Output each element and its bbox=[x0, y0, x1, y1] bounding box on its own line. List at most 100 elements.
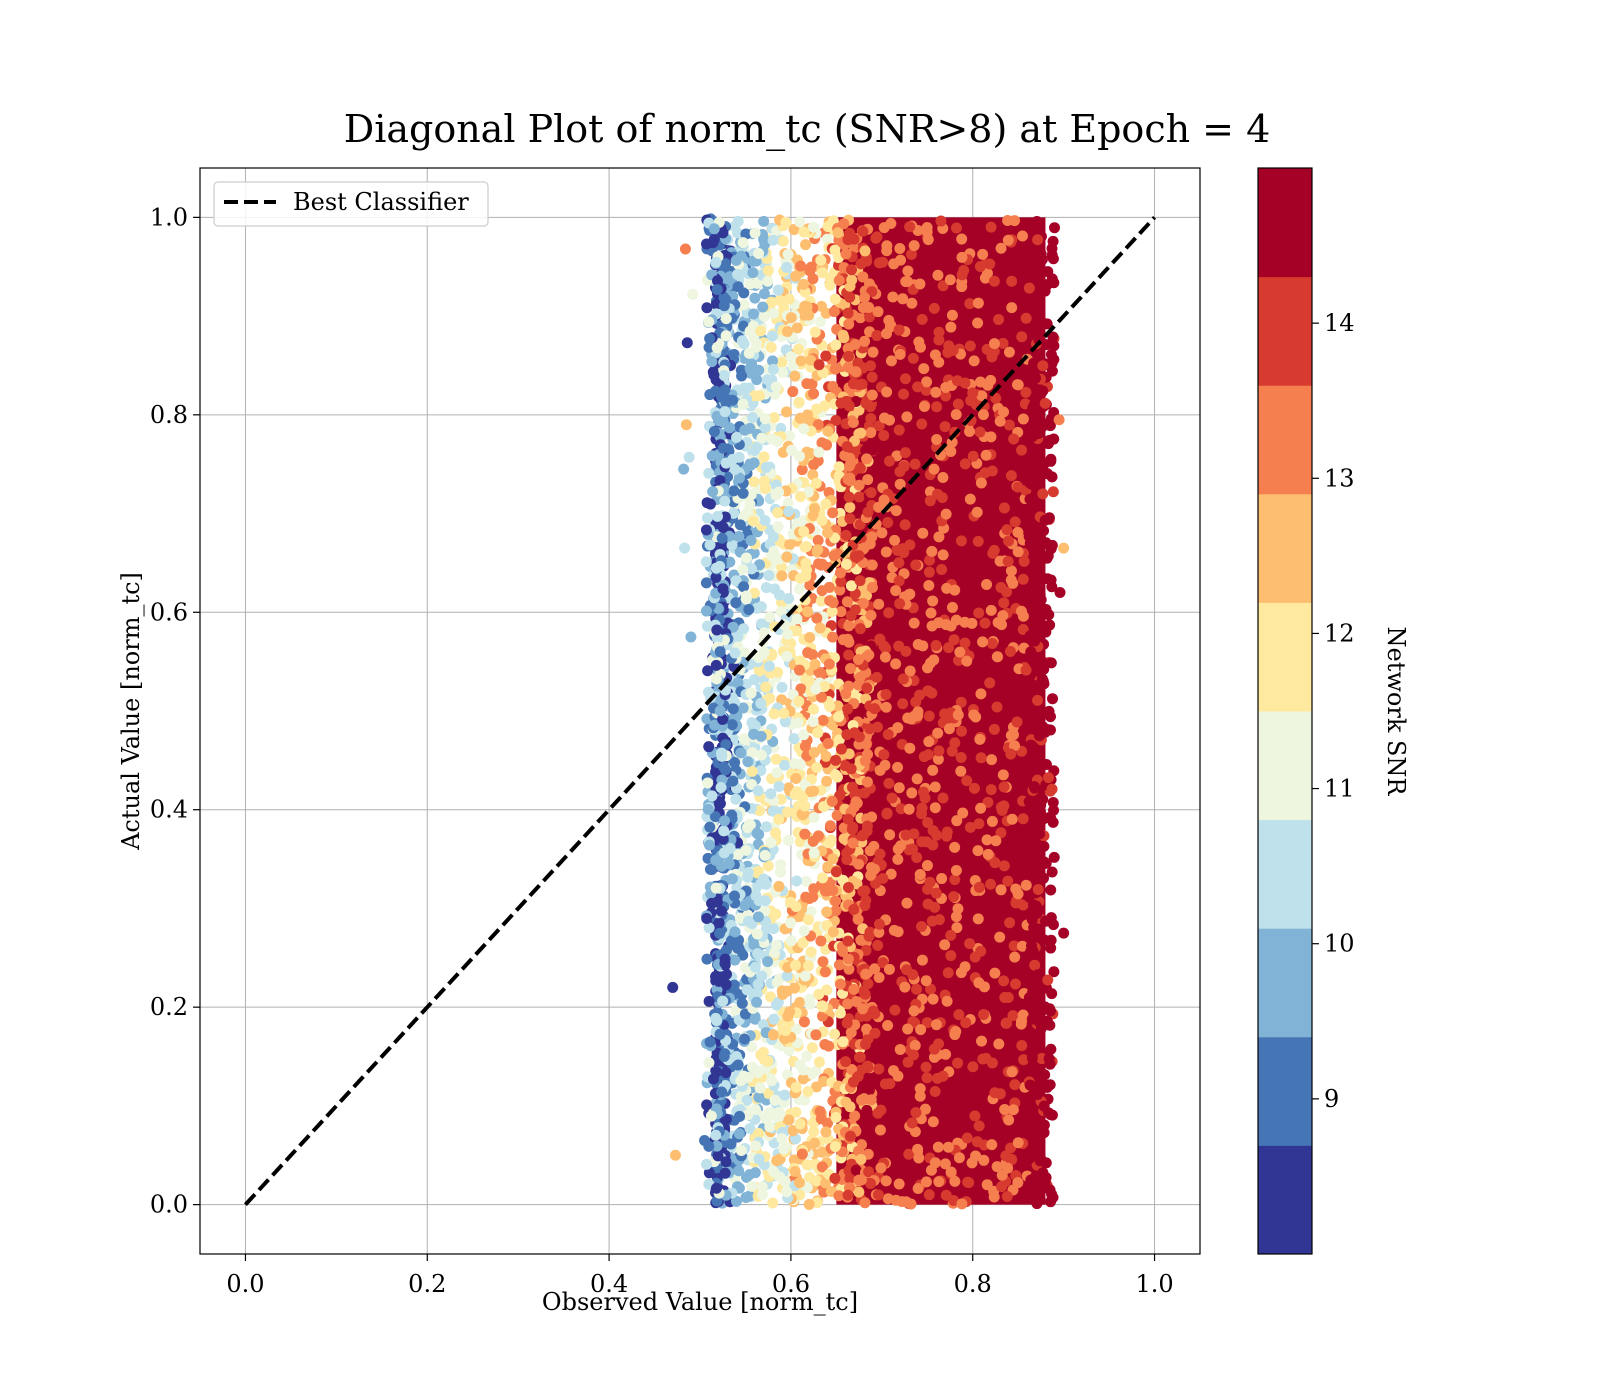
scatter-point bbox=[739, 1008, 751, 1020]
scatter-point bbox=[955, 535, 967, 547]
scatter-point bbox=[943, 723, 955, 735]
scatter-point bbox=[787, 1125, 799, 1137]
scatter-point bbox=[849, 604, 861, 616]
scatter-point bbox=[894, 466, 906, 478]
scatter-point bbox=[762, 1055, 774, 1067]
scatter-point bbox=[762, 264, 774, 276]
scatter-point bbox=[700, 524, 712, 536]
colorbar-label: Network SNR bbox=[1382, 627, 1410, 797]
scatter-point bbox=[802, 606, 814, 618]
scatter-point bbox=[963, 1177, 975, 1189]
scatter-point bbox=[801, 1050, 813, 1062]
scatter-point bbox=[799, 541, 811, 553]
scatter-point bbox=[894, 478, 906, 490]
scatter-point bbox=[1048, 340, 1060, 352]
scatter-point bbox=[912, 706, 924, 718]
scatter-point bbox=[959, 637, 971, 649]
scatter-point bbox=[749, 961, 761, 973]
scatter-point bbox=[843, 460, 855, 472]
scatter-point bbox=[793, 343, 805, 355]
scatter-point bbox=[783, 293, 795, 305]
scatter-point bbox=[780, 216, 792, 228]
scatter-point bbox=[968, 709, 980, 721]
scatter-point bbox=[848, 983, 860, 995]
scatter-point bbox=[916, 920, 928, 932]
scatter-point bbox=[1035, 314, 1047, 326]
scatter-point bbox=[854, 1051, 866, 1063]
scatter-point bbox=[702, 803, 714, 815]
scatter-point bbox=[998, 502, 1010, 514]
scatter-point bbox=[701, 302, 713, 314]
scatter-point bbox=[1017, 1009, 1029, 1021]
scatter-point bbox=[803, 960, 815, 972]
scatter-point bbox=[890, 585, 902, 597]
scatter-point bbox=[752, 911, 764, 923]
scatter-point bbox=[762, 275, 774, 287]
scatter-point bbox=[862, 474, 874, 486]
scatter-point bbox=[853, 1145, 865, 1157]
scatter-point bbox=[748, 728, 760, 740]
scatter-point bbox=[1042, 974, 1054, 986]
scatter-point bbox=[831, 809, 843, 821]
scatter-point bbox=[763, 660, 775, 672]
scatter-point bbox=[711, 896, 723, 908]
scatter-point bbox=[860, 444, 872, 456]
scatter-point bbox=[716, 391, 728, 403]
scatter-point bbox=[880, 546, 892, 558]
scatter-point bbox=[776, 681, 788, 693]
scatter-point bbox=[1016, 331, 1028, 343]
scatter-point bbox=[841, 1017, 853, 1029]
scatter-point bbox=[930, 887, 942, 899]
scatter-point bbox=[703, 1167, 715, 1179]
scatter-point bbox=[849, 1110, 861, 1122]
scatter-point bbox=[968, 782, 980, 794]
scatter-point bbox=[753, 651, 765, 663]
scatter-point bbox=[830, 339, 842, 351]
scatter-point bbox=[988, 1191, 1000, 1203]
scatter-point bbox=[873, 598, 885, 610]
scatter-point bbox=[827, 507, 839, 519]
scatter-point bbox=[1040, 857, 1052, 869]
scatter-point bbox=[667, 981, 679, 993]
scatter-point bbox=[916, 313, 928, 325]
scatter-point bbox=[704, 821, 716, 833]
legend-label-best-classifier: Best Classifier bbox=[293, 188, 469, 216]
scatter-point bbox=[821, 984, 833, 996]
scatter-point bbox=[833, 1190, 845, 1202]
scatter-point bbox=[937, 472, 949, 484]
scatter-point bbox=[1041, 552, 1053, 564]
scatter-point bbox=[939, 1158, 951, 1170]
scatter-point bbox=[956, 1198, 968, 1210]
scatter-point bbox=[1034, 1030, 1046, 1042]
scatter-point bbox=[850, 796, 862, 808]
scatter-point bbox=[820, 1126, 832, 1138]
scatter-point bbox=[729, 954, 741, 966]
scatter-point bbox=[914, 278, 926, 290]
scatter-point bbox=[848, 242, 860, 254]
scatter-point bbox=[979, 272, 991, 284]
scatter-point bbox=[703, 1057, 715, 1069]
scatter-point bbox=[961, 655, 973, 667]
scatter-point bbox=[773, 880, 785, 892]
scatter-point bbox=[996, 1169, 1008, 1181]
scatter-point bbox=[935, 215, 947, 227]
scatter-point bbox=[728, 890, 740, 902]
scatter-point bbox=[845, 763, 857, 775]
scatter-point bbox=[794, 664, 806, 676]
scatter-point bbox=[946, 436, 958, 448]
scatter-point bbox=[730, 793, 742, 805]
scatter-point bbox=[767, 234, 779, 246]
scatter-point bbox=[719, 406, 731, 418]
scatter-point bbox=[927, 993, 939, 1005]
scatter-point bbox=[747, 411, 759, 423]
scatter-point bbox=[727, 703, 739, 715]
scatter-point bbox=[811, 612, 823, 624]
scatter-point bbox=[1024, 598, 1036, 610]
scatter-point bbox=[857, 225, 869, 237]
scatter-point bbox=[820, 1177, 832, 1189]
scatter-point bbox=[717, 416, 729, 428]
scatter-point bbox=[917, 640, 929, 652]
scatter-point bbox=[1039, 726, 1051, 738]
scatter-point bbox=[822, 738, 834, 750]
scatter-point bbox=[909, 1039, 921, 1051]
